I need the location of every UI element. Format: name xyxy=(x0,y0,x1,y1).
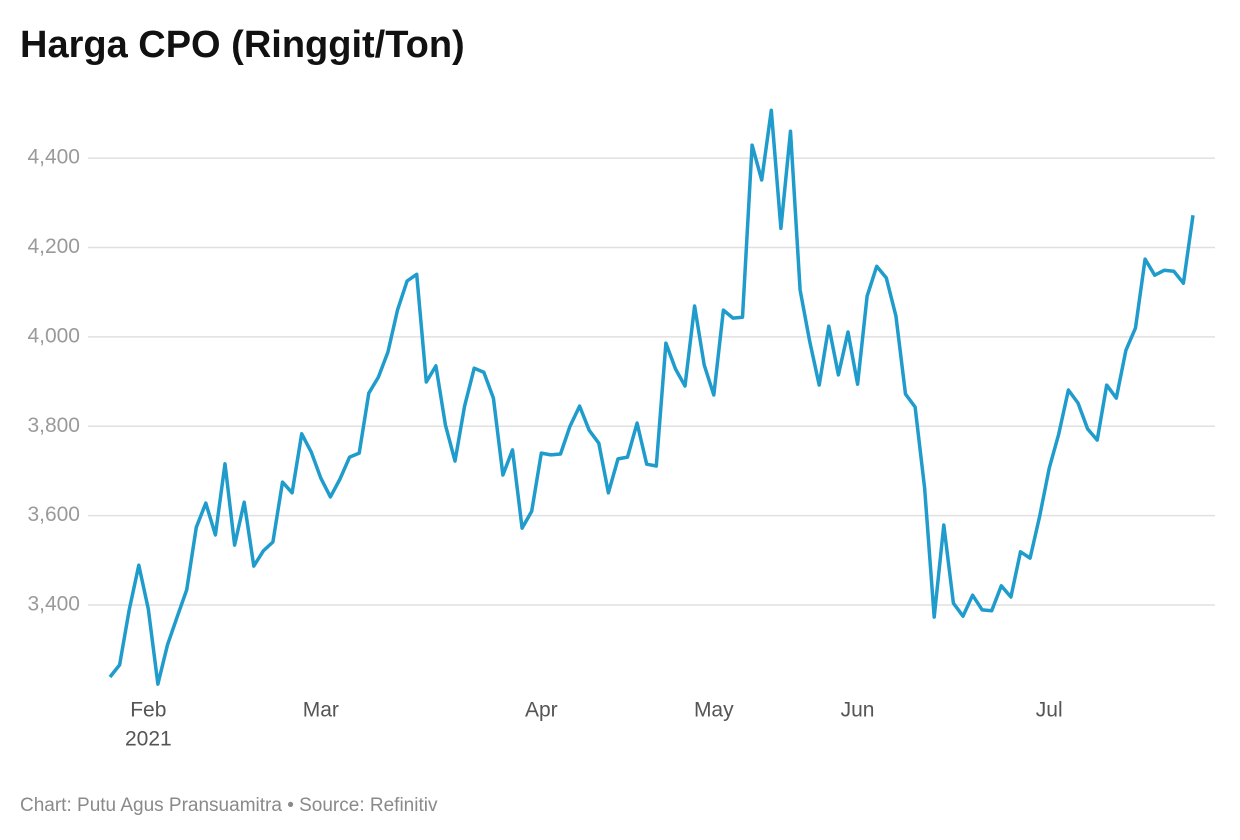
y-tick-label: 3,800 xyxy=(27,414,80,437)
x-tick-label: Mar xyxy=(303,699,339,722)
y-tick-label: 4,400 xyxy=(27,146,80,169)
x-tick-label: Jun xyxy=(841,699,875,722)
y-tick-label: 4,200 xyxy=(27,235,80,258)
y-tick-label: 4,000 xyxy=(27,324,80,347)
x-year-label: 2021 xyxy=(125,728,172,751)
x-tick-label: Jul xyxy=(1036,699,1063,722)
x-tick-label: Feb xyxy=(130,699,166,722)
x-tick-label: May xyxy=(694,699,734,722)
x-tick-label: Apr xyxy=(525,699,558,722)
source-note: Chart: Putu Agus Pransuamitra • Source: … xyxy=(20,795,438,816)
price-line xyxy=(108,108,1195,686)
chart-title: Harga CPO (Ringgit/Ton) xyxy=(20,24,465,66)
y-tick-label: 3,400 xyxy=(27,593,80,616)
y-tick-label: 3,600 xyxy=(27,503,80,526)
